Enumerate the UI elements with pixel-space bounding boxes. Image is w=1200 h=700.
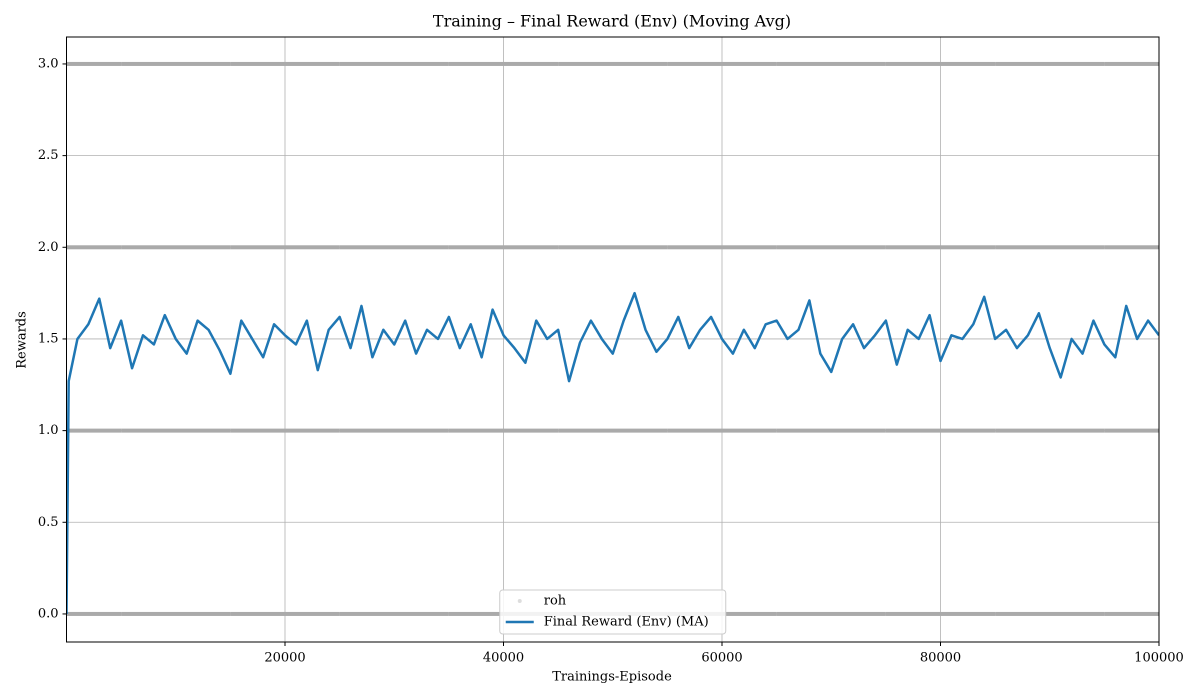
raw-point — [121, 61, 231, 66]
x-tick-label: 80000 — [920, 651, 961, 666]
raw-point — [66, 245, 122, 250]
raw-point — [776, 428, 886, 433]
y-tick-label: 1.0 — [38, 423, 59, 438]
raw-point — [230, 61, 340, 66]
raw-point — [448, 428, 559, 433]
raw-point — [230, 611, 340, 616]
raw-point — [339, 245, 449, 250]
raw-point — [995, 428, 1105, 433]
y-tick-label: 2.5 — [38, 148, 59, 163]
y-axis-label: Rewards — [15, 311, 30, 369]
y-tick-label: 3.0 — [38, 56, 59, 71]
raw-point — [1104, 61, 1159, 66]
raw-point — [66, 428, 122, 433]
ma-line — [66, 291, 1159, 614]
raw-point — [1104, 245, 1159, 250]
raw-point — [121, 245, 231, 250]
raw-point — [885, 61, 996, 66]
x-tick-label: 40000 — [483, 651, 524, 666]
raw-point — [995, 245, 1105, 250]
raw-point — [776, 61, 886, 66]
raw-point — [558, 61, 668, 66]
raw-point — [995, 61, 1105, 66]
legend-box — [499, 589, 727, 635]
raw-point — [885, 611, 996, 616]
raw-point — [339, 611, 449, 616]
legend-label: roh — [544, 594, 567, 609]
raw-point — [121, 428, 231, 433]
chart-title: Training – Final Reward (Env) (Moving Av… — [433, 12, 791, 31]
raw-point — [339, 61, 449, 66]
legend-label: Final Reward (Env) (MA) — [544, 615, 709, 630]
y-tick-label: 0.0 — [38, 606, 59, 621]
raw-point — [776, 611, 886, 616]
y-tick-label: 1.5 — [38, 331, 59, 346]
raw-point — [776, 245, 886, 250]
legend-marker — [517, 599, 522, 603]
raw-point — [339, 428, 449, 433]
raw-point — [667, 428, 777, 433]
raw-point — [558, 428, 668, 433]
y-tick-label: 0.5 — [38, 515, 59, 530]
raw-point — [885, 245, 996, 250]
raw-point — [995, 611, 1105, 616]
raw-point — [66, 61, 122, 66]
legend: roh Final Reward (Env) (MA) — [499, 589, 727, 635]
x-tick-label: 100000 — [1134, 651, 1184, 666]
x-tick-label: 60000 — [701, 651, 742, 666]
raw-point — [230, 428, 340, 433]
raw-point — [885, 428, 996, 433]
raw-point — [667, 245, 777, 250]
raw-point — [121, 611, 231, 616]
x-axis-label: Trainings-Episode — [552, 670, 672, 685]
y-tick-label: 2.0 — [38, 240, 59, 255]
plot-frame — [66, 36, 1160, 643]
raw-point — [558, 245, 668, 250]
raw-point — [230, 245, 340, 250]
raw-point — [667, 61, 777, 66]
raw-point — [448, 245, 559, 250]
raw-point — [1104, 611, 1159, 616]
raw-point — [1104, 428, 1159, 433]
raw-point — [66, 611, 122, 616]
raw-point — [448, 61, 559, 66]
x-tick-label: 20000 — [264, 651, 305, 666]
